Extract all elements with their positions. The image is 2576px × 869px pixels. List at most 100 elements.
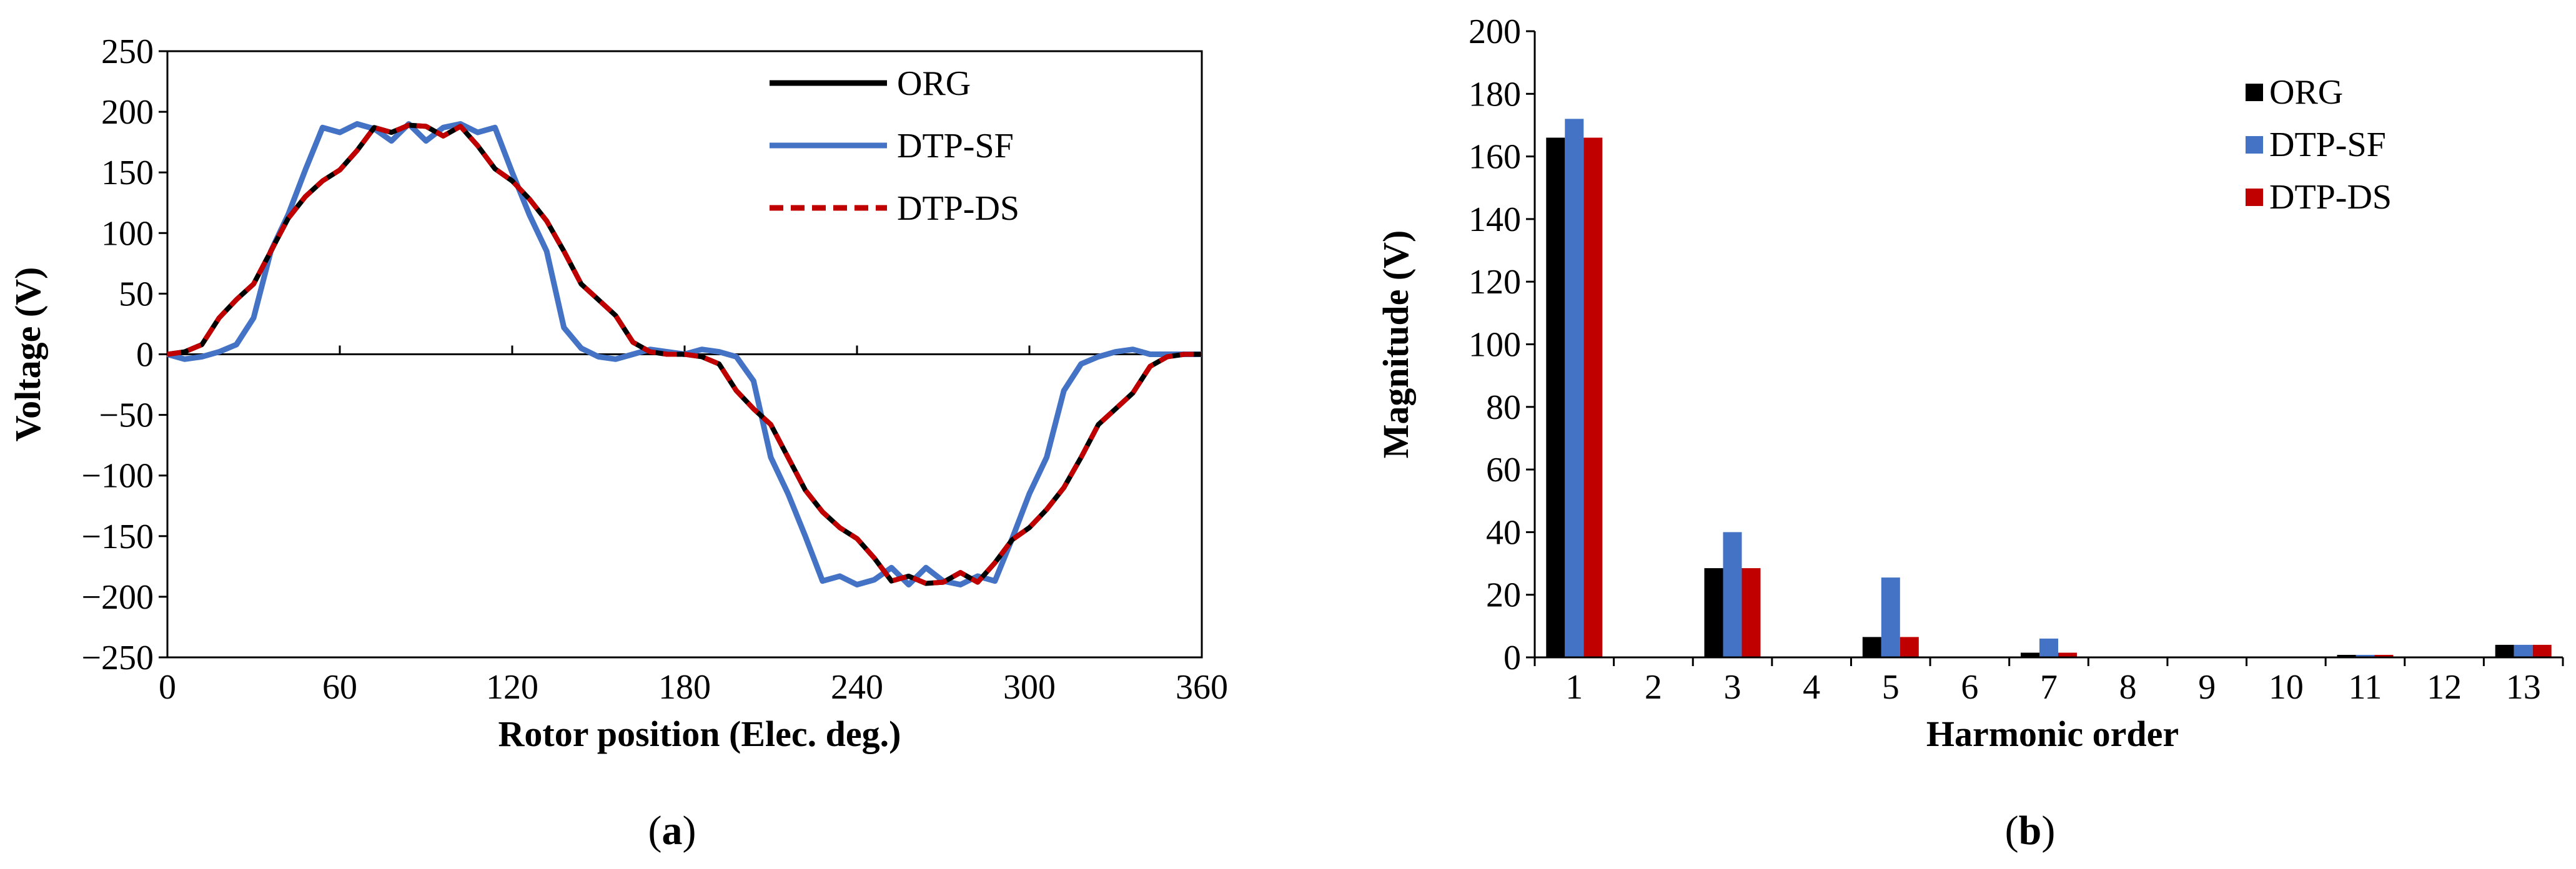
data-point-dtp-ds <box>460 126 461 127</box>
legend-swatch-dtp-ds <box>2246 189 2263 206</box>
data-point-dtp-ds <box>1046 509 1047 510</box>
bar-org-h3 <box>1704 568 1723 657</box>
data-point-dtp-sf <box>598 356 599 357</box>
bar-dtp-sf-h7 <box>2039 638 2058 657</box>
data-point-dtp-sf <box>322 127 323 128</box>
y-tick-label: 0 <box>136 336 154 375</box>
data-point-dtp-ds <box>822 512 823 513</box>
data-point-dtp-sf <box>391 140 392 141</box>
data-point-dtp-sf <box>891 567 892 568</box>
legend-label-dtp-sf: DTP-SF <box>897 127 1014 165</box>
x-tick-label: 9 <box>2198 668 2216 707</box>
x-tick-label: 12 <box>2427 668 2462 707</box>
data-point-dtp-ds <box>667 354 668 355</box>
y-tick-label: −50 <box>99 396 154 435</box>
y-tick-label: 80 <box>1486 388 1521 427</box>
bar-dtp-sf-h11 <box>2356 655 2375 657</box>
legend-label-org: ORG <box>2269 73 2343 112</box>
bar-org-h11 <box>2337 655 2356 657</box>
bar-dtp-sf-h1 <box>1565 119 1584 657</box>
bar-org-h5 <box>1862 637 1881 657</box>
bar-dtp-sf-h13 <box>2514 644 2533 657</box>
data-point-dtp-ds <box>563 251 564 252</box>
data-point-dtp-sf <box>701 349 702 350</box>
legend-label-org: ORG <box>897 64 971 103</box>
y-tick-label: 120 <box>1469 263 1521 302</box>
x-tick-label: 6 <box>1961 668 1978 707</box>
panel-caption-b: (b) <box>2005 808 2056 853</box>
bar-dtp-ds-h5 <box>1900 637 1919 657</box>
data-point-dtp-sf <box>960 584 961 585</box>
x-tick-label: 11 <box>2349 668 2382 707</box>
x-tick-label: 2 <box>1645 668 1662 707</box>
data-point-dtp-ds <box>994 562 995 563</box>
data-point-dtp-ds <box>288 218 289 219</box>
data-point-dtp-sf <box>1150 354 1151 355</box>
data-point-dtp-ds <box>512 180 513 181</box>
x-tick-label: 8 <box>2119 668 2137 707</box>
y-tick-label: −250 <box>81 639 154 677</box>
data-point-dtp-sf <box>1098 356 1099 357</box>
y-tick-label: 160 <box>1469 138 1521 177</box>
panel-caption-a: (a) <box>648 808 696 853</box>
bar-org-h1 <box>1546 137 1565 657</box>
data-point-dtp-ds <box>477 145 478 146</box>
y-tick-label: 40 <box>1486 513 1521 552</box>
legend-swatch-dtp-sf <box>2246 136 2263 154</box>
data-point-dtp-ds <box>701 356 702 357</box>
x-tick-label: 60 <box>322 668 357 707</box>
legend-label-dtp-ds: DTP-DS <box>897 189 1019 228</box>
data-point-dtp-sf <box>908 584 909 585</box>
data-point-dtp-ds <box>805 490 806 491</box>
data-point-dtp-sf <box>719 351 720 352</box>
y-tick-label: 100 <box>101 214 154 253</box>
legend-label-dtp-ds: DTP-DS <box>2269 178 2392 217</box>
data-point-dtp-ds <box>753 408 754 409</box>
y-tick-label: 140 <box>1469 200 1521 239</box>
data-point-dtp-ds <box>426 126 427 127</box>
x-tick-label: 180 <box>658 668 711 707</box>
x-tick-label: 4 <box>1803 668 1820 707</box>
data-point-dtp-ds <box>719 364 720 365</box>
data-point-dtp-ds <box>960 572 961 573</box>
data-point-dtp-sf <box>184 359 185 360</box>
y-tick-label: 0 <box>1503 639 1521 677</box>
bar-dtp-sf-h3 <box>1723 532 1742 657</box>
y-tick-label: 250 <box>101 32 154 71</box>
series-line-dtp-ds <box>167 122 1202 586</box>
data-point-dtp-ds <box>857 538 858 539</box>
bar-org-h7 <box>2021 652 2039 657</box>
data-point-dtp-ds <box>270 251 271 252</box>
y-tick-label: 60 <box>1486 451 1521 489</box>
data-point-dtp-ds <box>391 132 392 133</box>
x-tick-label: 1 <box>1565 668 1583 707</box>
bar-dtp-sf-h5 <box>1881 577 1900 657</box>
x-tick-label: 0 <box>159 668 176 707</box>
y-tick-label: 100 <box>1469 326 1521 365</box>
bar-dtp-ds-h7 <box>2058 652 2077 657</box>
data-point-dtp-ds <box>184 351 185 352</box>
x-tick-label: 240 <box>831 668 883 707</box>
data-point-dtp-ds <box>615 315 616 316</box>
data-point-dtp-sf <box>512 172 513 173</box>
y-tick-label: 200 <box>1469 12 1521 51</box>
data-point-dtp-sf <box>426 140 427 141</box>
y-tick-label: −100 <box>81 457 154 496</box>
bar-dtp-ds-h3 <box>1741 568 1761 657</box>
bar-dtp-ds-h1 <box>1583 137 1603 657</box>
data-point-dtp-ds <box>1184 354 1185 355</box>
y-axis-label: Magnitude (V) <box>1375 230 1416 459</box>
legend-swatch-org <box>2246 84 2263 101</box>
legend-label-dtp-sf: DTP-SF <box>2269 125 2386 164</box>
data-point-dtp-sf <box>477 132 478 133</box>
data-point-dtp-sf <box>563 327 564 328</box>
data-point-dtp-sf <box>857 584 858 585</box>
x-tick-label: 5 <box>1882 668 1900 707</box>
x-tick-label: 10 <box>2269 668 2304 707</box>
y-tick-label: −200 <box>81 578 154 617</box>
data-point-dtp-ds <box>374 127 375 128</box>
y-tick-label: −150 <box>81 518 154 556</box>
